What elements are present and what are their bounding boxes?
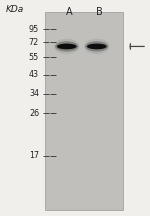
Text: 43: 43 xyxy=(29,70,39,79)
Ellipse shape xyxy=(85,41,108,52)
Ellipse shape xyxy=(57,44,77,49)
Text: 34: 34 xyxy=(29,89,39,98)
Text: KDa: KDa xyxy=(6,5,24,14)
Ellipse shape xyxy=(87,44,107,49)
Text: 95: 95 xyxy=(29,25,39,34)
Ellipse shape xyxy=(84,39,110,54)
Text: 17: 17 xyxy=(29,151,39,160)
Text: 72: 72 xyxy=(29,38,39,47)
Text: B: B xyxy=(96,7,102,17)
Bar xyxy=(45,12,123,210)
Text: 55: 55 xyxy=(29,53,39,62)
Text: A: A xyxy=(66,7,72,17)
Text: 26: 26 xyxy=(29,109,39,118)
Ellipse shape xyxy=(55,41,78,52)
Ellipse shape xyxy=(54,39,80,54)
